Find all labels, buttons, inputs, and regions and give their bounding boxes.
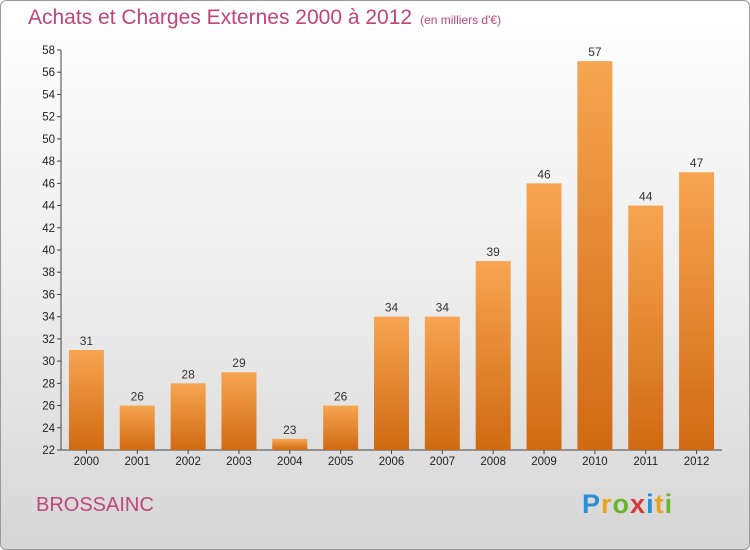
value-label-2005: 26: [334, 390, 348, 404]
value-label-2001: 26: [131, 390, 145, 404]
bar-2004: [272, 438, 308, 450]
y-tick-label: 40: [42, 245, 55, 257]
bar-2007: [424, 316, 460, 450]
logo-letter: o: [612, 489, 631, 519]
logo-letter: t: [654, 489, 665, 519]
x-tick-label: 2012: [684, 456, 710, 468]
x-tick-label: 2009: [531, 456, 557, 468]
chart-title: Achats et Charges Externes 2000 à 2012 (e…: [28, 6, 501, 30]
logo-letter: i: [646, 489, 655, 519]
x-tick-label: 2007: [430, 456, 456, 468]
value-label-2000: 31: [80, 334, 94, 348]
value-label-2012: 47: [690, 156, 704, 170]
x-tick-label: 2010: [582, 456, 608, 468]
bar-2002: [170, 383, 206, 450]
x-tick-label: 2002: [175, 456, 201, 468]
bar-2005: [323, 405, 359, 450]
x-tick-label: 2000: [74, 456, 100, 468]
logo-letter: r: [601, 489, 613, 519]
y-tick-label: 36: [42, 289, 55, 301]
y-tick-label: 22: [42, 445, 55, 457]
y-tick-label: 26: [42, 401, 55, 413]
value-label-2009: 46: [537, 167, 551, 181]
y-tick-label: 42: [42, 223, 55, 235]
bar-2008: [475, 261, 511, 450]
y-tick-label: 52: [42, 112, 55, 124]
bar-2006: [374, 316, 409, 450]
y-tick-label: 32: [42, 334, 55, 346]
value-label-2006: 34: [385, 301, 399, 315]
x-tick-label: 2005: [328, 456, 354, 468]
value-label-2008: 39: [487, 245, 501, 259]
y-tick-label: 48: [42, 156, 55, 168]
x-tick-label: 2003: [226, 456, 252, 468]
x-tick-label: 2006: [379, 456, 405, 468]
logo-letter: i: [664, 489, 674, 519]
y-tick-label: 24: [42, 423, 55, 435]
chart-bars: [68, 61, 715, 451]
y-tick-label: 58: [42, 45, 55, 57]
chart-axes: 22 24 26 28 30 32 34 36 38 40 42 44 46 48 50 52 54 56 58 20…: [42, 45, 722, 468]
chart-title-text: Achats et Charges Externes 2000 à 2012: [28, 6, 413, 29]
bar-2012: [679, 172, 715, 450]
y-tick-label: 30: [42, 356, 55, 368]
commune-name: BROSSAINC: [36, 494, 154, 516]
x-tick-label: 2008: [480, 456, 506, 468]
y-tick-label: 28: [42, 378, 55, 390]
logo-letter: P: [582, 489, 602, 519]
bar-2009: [526, 183, 562, 451]
value-label-2004: 23: [283, 423, 297, 437]
proxiti-logo: Proxiti: [582, 489, 673, 520]
value-label-2002: 28: [181, 367, 195, 381]
bar-2003: [221, 372, 257, 450]
y-tick-label: 38: [42, 267, 55, 279]
y-tick-label: 56: [42, 67, 55, 79]
x-tick-label: 2011: [633, 456, 658, 468]
y-tick-label: 46: [42, 178, 55, 190]
x-tick-label: 2001: [124, 456, 150, 468]
value-label-2003: 29: [232, 356, 246, 370]
y-tick-label: 50: [42, 134, 55, 146]
value-label-2007: 34: [436, 301, 450, 315]
bar-2000: [68, 350, 104, 450]
y-tick-label: 44: [42, 201, 55, 213]
logo-letter: x: [630, 489, 647, 519]
chart-subtitle: (en milliers d'€): [420, 13, 502, 27]
value-label-2010: 57: [588, 45, 602, 59]
x-tick-label: 2004: [277, 456, 303, 468]
bar-2010: [577, 61, 613, 450]
bar-2001: [119, 405, 155, 450]
chart-labels: 31 26 28 29 23 26 34 34 39 46 57 44 47: [80, 45, 704, 437]
bar-2011: [628, 205, 664, 450]
value-label-2011: 44: [639, 190, 653, 204]
y-tick-label: 34: [42, 312, 55, 324]
y-tick-label: 54: [42, 89, 55, 101]
